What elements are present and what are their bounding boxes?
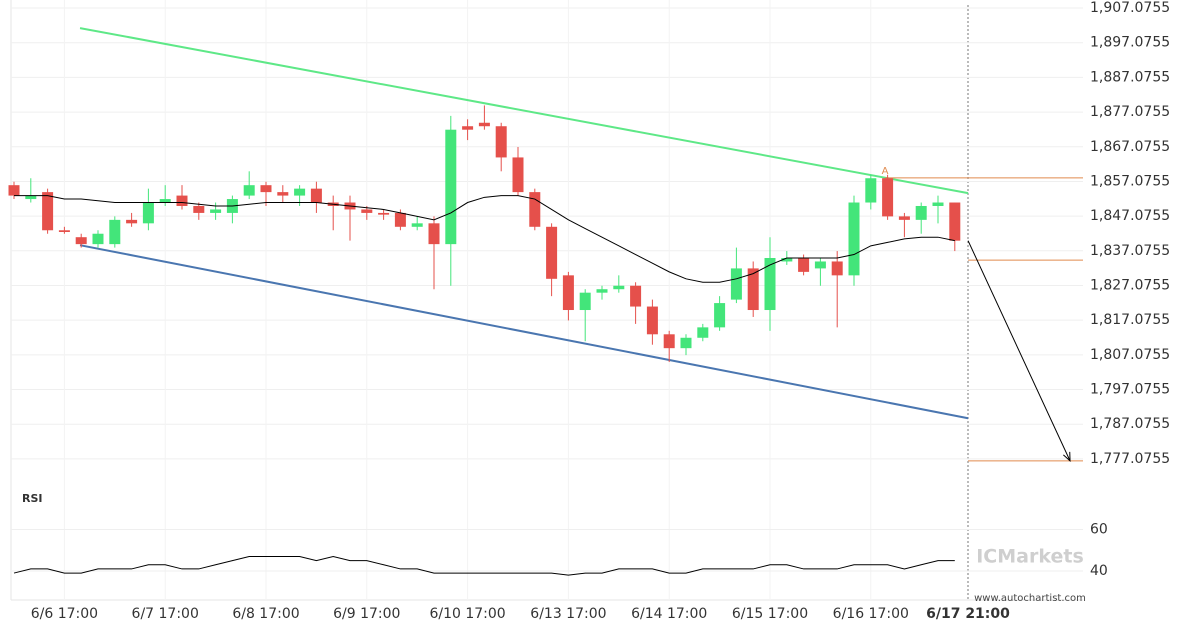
y-tick-label: 1,897.0755 xyxy=(1090,35,1170,51)
x-tick-label: 6/16 17:00 xyxy=(833,606,909,622)
candle-body xyxy=(613,285,625,290)
x-tick-label: 6/9 17:00 xyxy=(333,606,400,622)
candle-body xyxy=(730,268,742,300)
y-tick-label: 1,817.0755 xyxy=(1090,312,1170,328)
candle-body xyxy=(92,233,104,245)
candle-body xyxy=(478,122,490,127)
candle-body xyxy=(714,303,726,328)
candle-body xyxy=(949,202,961,241)
candle-body xyxy=(210,209,222,213)
candle-body xyxy=(58,230,70,232)
y-tick-label: 1,807.0755 xyxy=(1090,347,1170,363)
y-tick-label: 1,777.0755 xyxy=(1090,451,1170,467)
level-label: A xyxy=(882,166,889,177)
candle-body xyxy=(495,126,507,158)
x-tick-label: 6/8 17:00 xyxy=(232,606,299,622)
candle-body xyxy=(781,258,793,262)
y-tick-label: 60 xyxy=(1090,521,1108,537)
candle-body xyxy=(646,306,658,335)
candle-body xyxy=(294,188,306,196)
candle-body xyxy=(445,129,457,245)
candle-body xyxy=(394,212,406,227)
candle-body xyxy=(798,258,810,272)
candle-body xyxy=(529,192,541,227)
arrow-head xyxy=(1063,451,1071,463)
logo: ICMarkets xyxy=(976,546,1084,568)
candle-body xyxy=(126,219,138,224)
candle-body xyxy=(25,195,37,200)
candle-body xyxy=(915,205,927,220)
candle-body xyxy=(142,202,154,224)
candle-body xyxy=(243,185,255,196)
x-tick-label: 6/13 17:00 xyxy=(530,606,606,622)
candle-body xyxy=(8,185,20,196)
candle-body xyxy=(630,285,642,307)
candle-body xyxy=(680,337,692,349)
y-tick-label: 1,827.0755 xyxy=(1090,277,1170,293)
candle-body xyxy=(378,212,390,215)
candle-body xyxy=(176,195,188,206)
candle-body xyxy=(361,209,373,213)
x-tick-label: 6/10 17:00 xyxy=(429,606,505,622)
candle-body xyxy=(512,157,524,193)
y-tick-label: 1,907.0755 xyxy=(1090,0,1170,16)
candle-body xyxy=(747,268,759,311)
candle-body xyxy=(159,199,171,203)
candle-body xyxy=(882,178,894,217)
trend-line xyxy=(79,27,969,195)
y-tick-label: 1,837.0755 xyxy=(1090,243,1170,259)
candle-body xyxy=(596,289,608,293)
candle-body xyxy=(260,185,272,193)
candle-body xyxy=(579,292,591,311)
candle-body xyxy=(428,223,440,245)
candle-body xyxy=(814,261,826,269)
candle-body xyxy=(75,237,87,245)
y-tick-label: 1,857.0755 xyxy=(1090,173,1170,189)
candle-body xyxy=(193,205,205,213)
candle-body xyxy=(831,261,843,276)
candle-body xyxy=(109,219,121,245)
y-tick-label: 1,847.0755 xyxy=(1090,208,1170,224)
current-time-label: 6/17 21:00 xyxy=(926,606,1010,622)
rsi-label: RSI xyxy=(22,492,43,505)
x-tick-label: 6/6 17:00 xyxy=(31,606,98,622)
candle-body xyxy=(462,126,474,130)
candle-body xyxy=(932,202,944,206)
candle-body xyxy=(848,202,860,276)
candle-body xyxy=(764,258,776,311)
candle-body xyxy=(898,216,910,220)
candle-body xyxy=(310,188,322,203)
candle-body xyxy=(411,223,423,227)
x-tick-label: 6/7 17:00 xyxy=(132,606,199,622)
candle-body xyxy=(546,226,558,279)
y-tick-label: 1,787.0755 xyxy=(1090,416,1170,432)
y-tick-label: 1,797.0755 xyxy=(1090,382,1170,398)
forecast-arrow xyxy=(967,240,1071,462)
candle-body xyxy=(277,192,289,196)
trend-line xyxy=(79,244,969,420)
y-tick-label: 1,877.0755 xyxy=(1090,104,1170,120)
candle-body xyxy=(663,334,675,349)
x-tick-label: 6/15 17:00 xyxy=(732,606,808,622)
candle-body xyxy=(42,192,54,231)
y-tick-label: 1,887.0755 xyxy=(1090,69,1170,85)
candle-body xyxy=(697,327,709,338)
moving-average xyxy=(14,195,955,283)
rsi-line xyxy=(13,555,955,576)
y-tick-label: 1,867.0755 xyxy=(1090,139,1170,155)
candle-body xyxy=(865,178,877,203)
watermark: www.autochartist.com xyxy=(974,593,1086,604)
candle-body xyxy=(562,275,574,311)
y-tick-label: 40 xyxy=(1090,563,1108,579)
x-tick-label: 6/14 17:00 xyxy=(631,606,707,622)
